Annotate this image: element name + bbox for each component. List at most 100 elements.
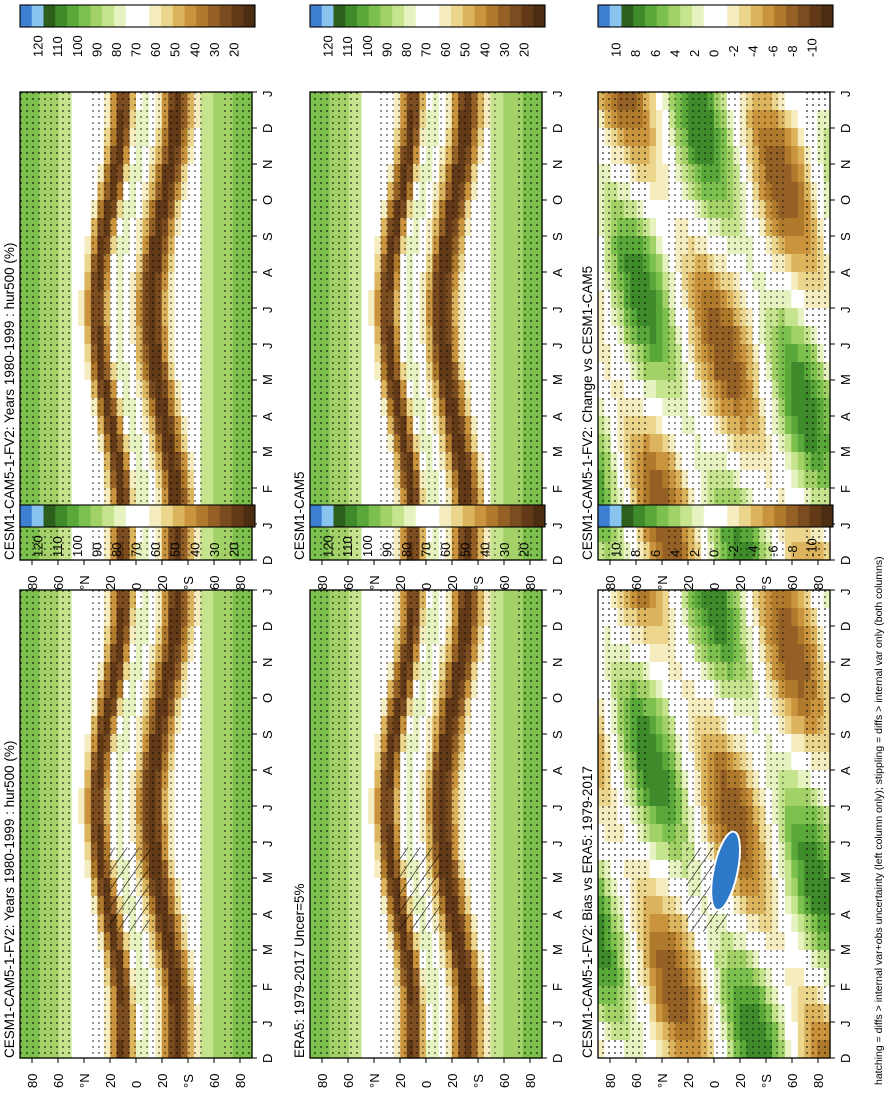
heatmap-cell — [219, 416, 227, 435]
heatmap-cell — [509, 218, 517, 237]
heatmap-cell — [496, 524, 504, 543]
heatmap-cell — [361, 200, 369, 219]
heatmap-cell — [496, 200, 504, 219]
heatmap-cell — [71, 734, 79, 753]
lat-tick-label: 80 — [315, 1074, 330, 1088]
heatmap-cell — [509, 932, 517, 951]
heatmap-cell — [797, 1022, 805, 1041]
heatmap-cell — [78, 110, 86, 129]
heatmap-cell — [503, 326, 511, 345]
heatmap-cell — [374, 434, 382, 453]
heatmap-cell — [71, 1022, 79, 1041]
heatmap-cell — [71, 716, 79, 735]
heatmap-cell — [84, 1004, 92, 1023]
heatmap-cell — [84, 662, 92, 681]
lat-tick-label: 20 — [393, 576, 408, 590]
heatmap-cell — [206, 752, 214, 771]
heatmap-cell — [496, 806, 504, 825]
heatmap-cell — [219, 146, 227, 165]
panel-bottom-right: 80 60 °N 20 0 20 °S 60 80DJFMAMJJASONDJCESM1-CAM… — [580, 91, 853, 591]
heatmap-cell — [84, 542, 92, 561]
heatmap-cell — [361, 914, 369, 933]
month-tick-label: A — [838, 766, 853, 775]
heatmap-cell — [213, 1022, 221, 1041]
heatmap-cell — [213, 986, 221, 1005]
heatmap-cell — [649, 986, 657, 1005]
month-tick-label: D — [260, 1054, 275, 1063]
heatmap-cell — [78, 362, 86, 381]
heatmap-cell — [84, 644, 92, 663]
heatmap-cell — [662, 626, 670, 645]
heatmap-cell — [784, 1022, 792, 1041]
heatmap-cell — [84, 164, 92, 183]
heatmap-cell — [509, 914, 517, 933]
lat-tick-label: 60 — [207, 1074, 222, 1088]
heatmap-cell — [784, 590, 792, 609]
heatmap-cell — [78, 878, 86, 897]
heatmap-cell — [361, 434, 369, 453]
heatmap-cell — [649, 590, 657, 609]
heatmap-cell — [503, 968, 511, 987]
heatmap-cell — [213, 164, 221, 183]
heatmap-cell — [797, 626, 805, 645]
heatmap-cell — [361, 968, 369, 987]
heatmap-cell — [71, 236, 79, 255]
heatmap-cell — [206, 716, 214, 735]
heatmap-cell — [509, 1022, 517, 1041]
heatmap-cell — [78, 200, 86, 219]
heatmap-cell — [213, 218, 221, 237]
panel-bottom-left: 80 60 °N 20 0 20 °S 60 80DJFMAMJJASONDJCESM1-CAM… — [580, 589, 853, 1089]
heatmap-cell — [206, 1040, 214, 1059]
month-tick-label: A — [550, 766, 565, 775]
heatmap-cell — [219, 254, 227, 273]
heatmap-cell — [219, 92, 227, 111]
heatmap-cell — [374, 380, 382, 399]
heatmap-cell — [219, 950, 227, 969]
heatmap-cell — [797, 878, 805, 897]
heatmap-cell — [84, 896, 92, 915]
heatmap-cell — [496, 326, 504, 345]
heatmap-cell — [649, 734, 657, 753]
heatmap-cell — [206, 290, 214, 309]
heatmap-cell — [71, 470, 79, 489]
heatmap-cell — [503, 218, 511, 237]
heatmap-cell — [368, 164, 376, 183]
heatmap-cell — [496, 878, 504, 897]
heatmap-cell — [662, 698, 670, 717]
month-tick-label: S — [550, 730, 565, 739]
heatmap-cell — [219, 398, 227, 417]
heatmap-cell — [496, 362, 504, 381]
heatmap-cell — [206, 254, 214, 273]
heatmap-cell — [213, 434, 221, 453]
heatmap-cell — [361, 236, 369, 255]
heatmap-cell — [71, 986, 79, 1005]
heatmap-cell — [361, 608, 369, 627]
heatmap-cell — [71, 842, 79, 861]
heatmap-cell — [649, 806, 657, 825]
heatmap-cell — [78, 290, 86, 309]
heatmap-cell — [206, 362, 214, 381]
heatmap-cell — [791, 770, 799, 789]
heatmap-cell — [797, 968, 805, 987]
heatmap-cell — [206, 968, 214, 987]
heatmap-cell — [791, 896, 799, 915]
heatmap-cell — [78, 344, 86, 363]
heatmap-cell — [797, 950, 805, 969]
heatmap-cell — [374, 92, 382, 111]
month-tick-label: D — [260, 622, 275, 631]
heatmap-cell — [791, 590, 799, 609]
heatmap-cell — [71, 182, 79, 201]
heatmap-cell — [496, 290, 504, 309]
heatmap-cell — [656, 644, 664, 663]
month-tick-label: D — [550, 124, 565, 133]
heatmap-cell — [361, 344, 369, 363]
heatmap-cell — [374, 860, 382, 879]
heatmap-cell — [784, 1040, 792, 1059]
heatmap-cell — [662, 590, 670, 609]
heatmap-cell — [784, 92, 792, 111]
month-tick-label: J — [260, 307, 275, 314]
heatmap-cell — [649, 788, 657, 807]
heatmap-cell — [509, 968, 517, 987]
heatmap-cell — [84, 218, 92, 237]
heatmap-cell — [219, 326, 227, 345]
